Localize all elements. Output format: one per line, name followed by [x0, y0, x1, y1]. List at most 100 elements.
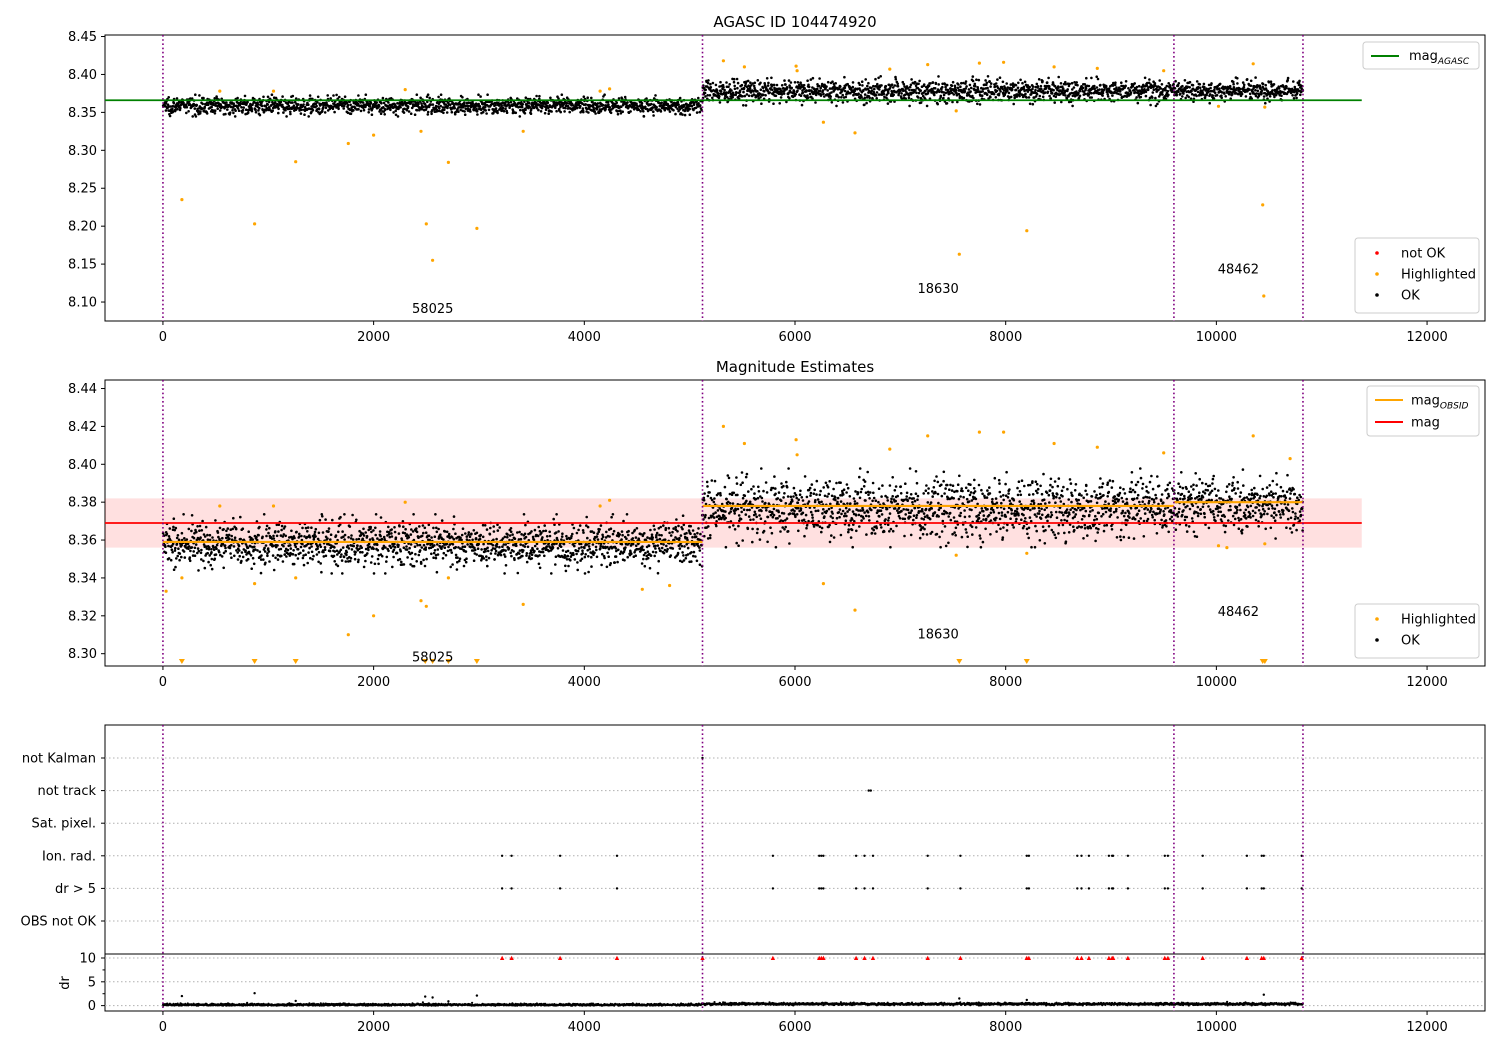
ok-point	[451, 563, 454, 566]
ok-point	[294, 553, 298, 557]
ok-point	[410, 557, 414, 561]
ok-point	[399, 106, 402, 109]
ok-point	[345, 551, 349, 554]
ok-point	[634, 554, 637, 557]
ok-point	[972, 96, 975, 100]
ok-point	[392, 555, 395, 559]
ok-point	[816, 87, 819, 91]
ok-point	[258, 113, 262, 117]
ok-point	[980, 94, 984, 97]
ok-point	[482, 557, 486, 560]
ok-point	[1064, 82, 1067, 86]
ok-point	[1095, 75, 1098, 78]
ok-point	[919, 89, 922, 92]
ok-point	[433, 544, 436, 547]
ok-point	[289, 547, 293, 550]
ok-point	[743, 94, 747, 98]
ok-point	[172, 101, 176, 105]
ok-point	[434, 104, 438, 108]
ok-point	[302, 103, 305, 106]
ok-point	[537, 562, 541, 566]
ok-point	[636, 105, 639, 108]
ok-point	[346, 103, 350, 107]
ok-point	[350, 548, 354, 551]
ok-point	[419, 96, 422, 100]
ok-point	[697, 102, 700, 105]
ok-point	[1012, 102, 1015, 106]
ok-point	[472, 559, 476, 562]
ok-point	[443, 546, 447, 549]
ok-point	[457, 110, 460, 113]
ok-point	[548, 534, 552, 538]
ok-point	[175, 557, 178, 560]
ok-point	[1006, 88, 1009, 92]
ok-point	[215, 95, 218, 98]
ok-point	[338, 95, 341, 99]
ok-point	[436, 109, 439, 113]
ok-point	[634, 536, 638, 539]
ok-point	[1203, 85, 1206, 89]
ok-point	[1156, 102, 1159, 106]
ok-point	[818, 89, 822, 93]
ok-point	[909, 83, 913, 87]
ok-point	[360, 546, 364, 549]
ok-point	[255, 535, 258, 539]
ok-point	[956, 86, 960, 90]
ok-point	[764, 94, 767, 97]
ok-point	[450, 110, 454, 114]
ok-point	[232, 102, 235, 105]
ok-point	[249, 102, 252, 106]
ok-point	[513, 558, 516, 562]
ok-point	[598, 528, 601, 531]
ok-point	[892, 93, 895, 97]
highlighted-point	[419, 129, 423, 133]
ok-point	[231, 109, 234, 112]
ok-point	[560, 93, 564, 96]
ok-point	[483, 105, 487, 109]
ok-point	[548, 530, 551, 534]
ok-point	[1014, 83, 1018, 87]
ok-point	[272, 568, 276, 572]
ok-point	[1213, 88, 1216, 91]
ok-point	[742, 86, 746, 90]
ok-point	[448, 103, 452, 106]
ok-point	[203, 535, 207, 538]
highlighted-point	[821, 120, 826, 124]
ok-point	[1068, 82, 1071, 86]
ok-point	[292, 104, 296, 107]
ok-point	[306, 561, 310, 565]
ok-point	[884, 84, 888, 88]
ok-point	[210, 567, 214, 571]
ok-point	[819, 93, 823, 97]
ok-point	[447, 532, 451, 536]
ok-point	[620, 542, 624, 546]
ok-point	[565, 558, 569, 561]
ok-point	[840, 96, 843, 99]
ok-point	[253, 545, 256, 549]
ok-point	[333, 546, 336, 549]
ok-point	[583, 555, 587, 559]
ok-point	[362, 565, 366, 569]
ok-point	[315, 553, 319, 556]
ok-point	[224, 549, 227, 553]
ok-point	[860, 95, 863, 99]
ok-point	[674, 112, 677, 116]
ok-point	[462, 105, 465, 109]
ok-point	[667, 526, 671, 530]
ok-point	[176, 107, 179, 111]
ok-point	[727, 85, 730, 89]
ok-point	[177, 538, 181, 542]
ok-point	[329, 97, 333, 100]
ok-point	[232, 516, 235, 520]
ok-point	[573, 558, 577, 561]
ok-point	[653, 528, 656, 531]
ok-point	[774, 94, 778, 98]
ok-point	[1293, 85, 1297, 89]
ok-point	[599, 547, 602, 550]
ok-point	[633, 528, 637, 532]
ok-point	[491, 102, 495, 105]
ok-point	[1005, 82, 1008, 85]
ok-point	[323, 546, 327, 549]
ok-point	[326, 94, 330, 97]
ok-point	[587, 555, 590, 558]
